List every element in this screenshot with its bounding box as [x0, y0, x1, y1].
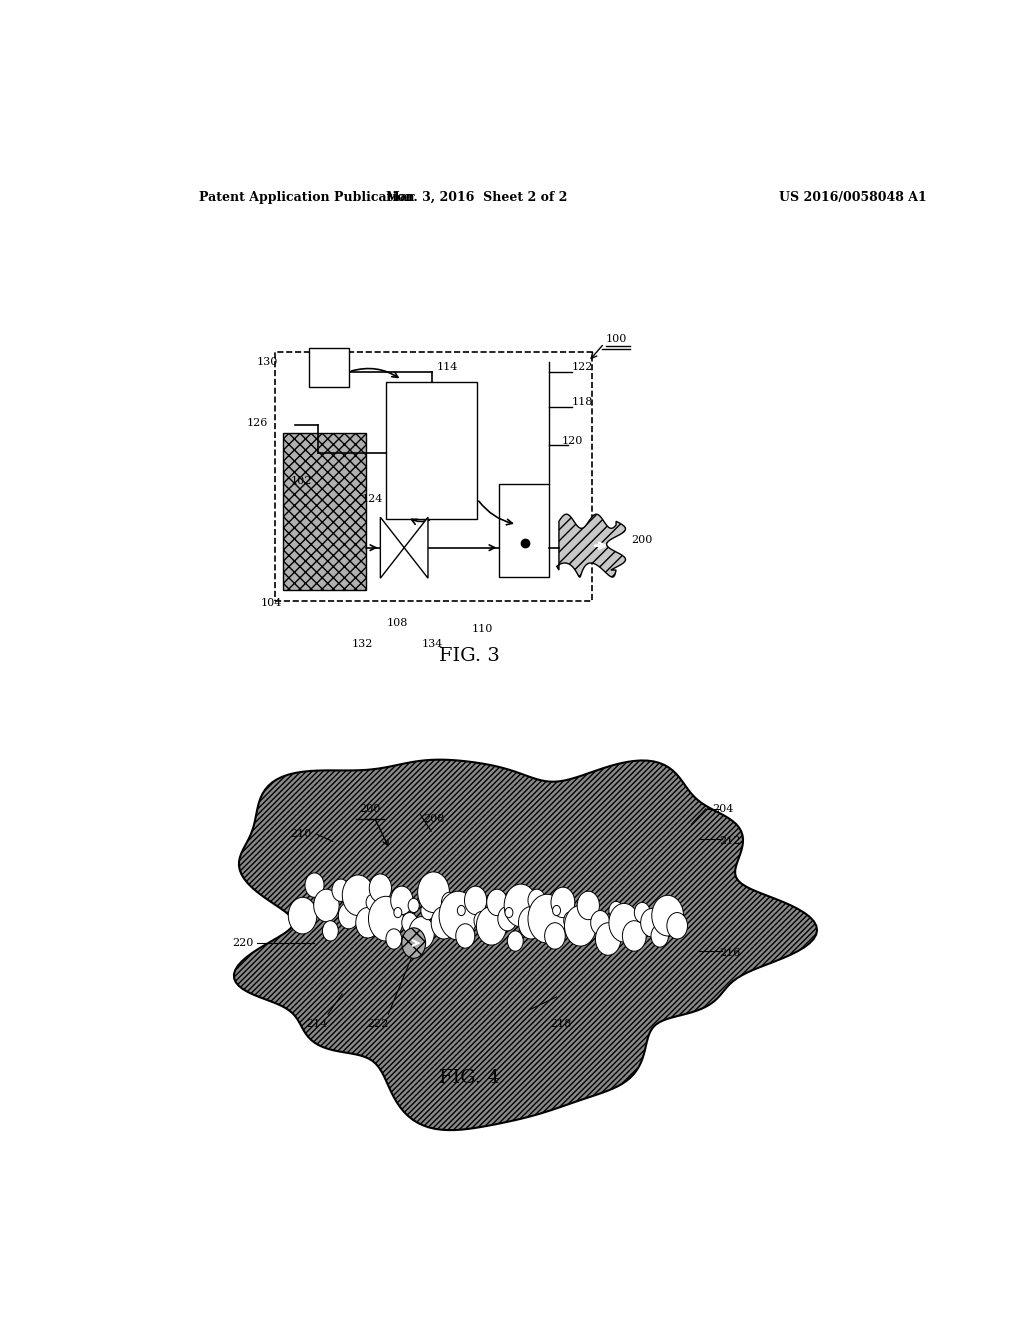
Polygon shape [380, 517, 404, 578]
Circle shape [409, 916, 434, 949]
Circle shape [418, 873, 450, 912]
Text: 120: 120 [562, 436, 583, 446]
Circle shape [465, 886, 486, 915]
Text: 130: 130 [256, 356, 278, 367]
Circle shape [369, 896, 403, 941]
Bar [386, 381, 477, 519]
Text: 124: 124 [361, 494, 383, 504]
Circle shape [595, 923, 621, 956]
Text: 122: 122 [572, 362, 594, 372]
Circle shape [667, 912, 687, 939]
Circle shape [651, 925, 669, 948]
Text: 220: 220 [232, 939, 254, 948]
Text: 100: 100 [605, 334, 627, 345]
Circle shape [609, 902, 624, 920]
Text: 222: 222 [368, 1019, 389, 1030]
Text: 104: 104 [260, 598, 282, 607]
Text: 200: 200 [631, 535, 652, 545]
Circle shape [370, 874, 391, 903]
Circle shape [431, 907, 457, 939]
Circle shape [338, 903, 359, 929]
Text: US 2016/0058048 A1: US 2016/0058048 A1 [778, 190, 927, 203]
Circle shape [634, 903, 650, 923]
Bar [309, 348, 348, 387]
Text: 216: 216 [719, 948, 740, 958]
Bar [500, 483, 550, 577]
Circle shape [401, 928, 426, 958]
Circle shape [528, 894, 566, 942]
Circle shape [591, 911, 609, 935]
Circle shape [641, 908, 663, 937]
Circle shape [623, 921, 646, 952]
Circle shape [394, 907, 401, 917]
Text: 204: 204 [713, 804, 734, 814]
Circle shape [367, 894, 379, 911]
Circle shape [305, 873, 324, 898]
Circle shape [553, 906, 560, 916]
Text: 108: 108 [387, 618, 409, 628]
Circle shape [474, 912, 488, 929]
Circle shape [289, 898, 316, 935]
Circle shape [609, 903, 639, 942]
Circle shape [528, 890, 546, 912]
Circle shape [409, 899, 419, 912]
Circle shape [386, 929, 401, 949]
Text: Patent Application Publication: Patent Application Publication [200, 190, 415, 203]
Circle shape [486, 890, 507, 916]
Circle shape [652, 895, 684, 936]
Polygon shape [233, 760, 817, 1130]
Text: FIG. 4: FIG. 4 [439, 1069, 500, 1088]
Circle shape [578, 891, 599, 920]
Text: 126: 126 [247, 417, 268, 428]
Circle shape [441, 892, 458, 912]
Circle shape [332, 879, 349, 902]
Circle shape [458, 906, 465, 916]
Polygon shape [557, 515, 626, 577]
Text: 110: 110 [472, 624, 494, 634]
Text: 118: 118 [572, 397, 594, 408]
Circle shape [439, 891, 477, 940]
Circle shape [498, 907, 517, 931]
Text: 208: 208 [423, 814, 444, 824]
Circle shape [545, 923, 565, 949]
Circle shape [391, 886, 413, 915]
Circle shape [456, 924, 475, 948]
Text: 214: 214 [306, 1019, 328, 1030]
Circle shape [476, 907, 507, 945]
Circle shape [505, 907, 513, 917]
Text: 132: 132 [351, 639, 373, 649]
Circle shape [563, 912, 578, 929]
Circle shape [323, 921, 338, 941]
Polygon shape [404, 517, 428, 578]
Circle shape [507, 931, 523, 952]
Bar [283, 433, 367, 590]
Text: 114: 114 [437, 362, 459, 372]
Text: 212: 212 [719, 837, 740, 846]
Text: Mar. 3, 2016  Sheet 2 of 2: Mar. 3, 2016 Sheet 2 of 2 [386, 190, 568, 203]
Circle shape [401, 912, 418, 933]
Text: 200: 200 [359, 804, 381, 814]
Circle shape [551, 887, 574, 917]
Text: 210: 210 [291, 829, 311, 840]
Bar [274, 351, 592, 601]
Circle shape [518, 907, 544, 939]
Circle shape [342, 875, 374, 916]
Text: FIG. 3: FIG. 3 [439, 647, 500, 665]
Text: 218: 218 [550, 1019, 571, 1030]
Circle shape [564, 906, 596, 946]
Text: 134: 134 [421, 639, 442, 649]
Text: 102: 102 [291, 475, 311, 486]
Circle shape [421, 902, 435, 920]
Circle shape [313, 890, 339, 921]
Circle shape [504, 884, 538, 927]
Circle shape [355, 907, 380, 939]
